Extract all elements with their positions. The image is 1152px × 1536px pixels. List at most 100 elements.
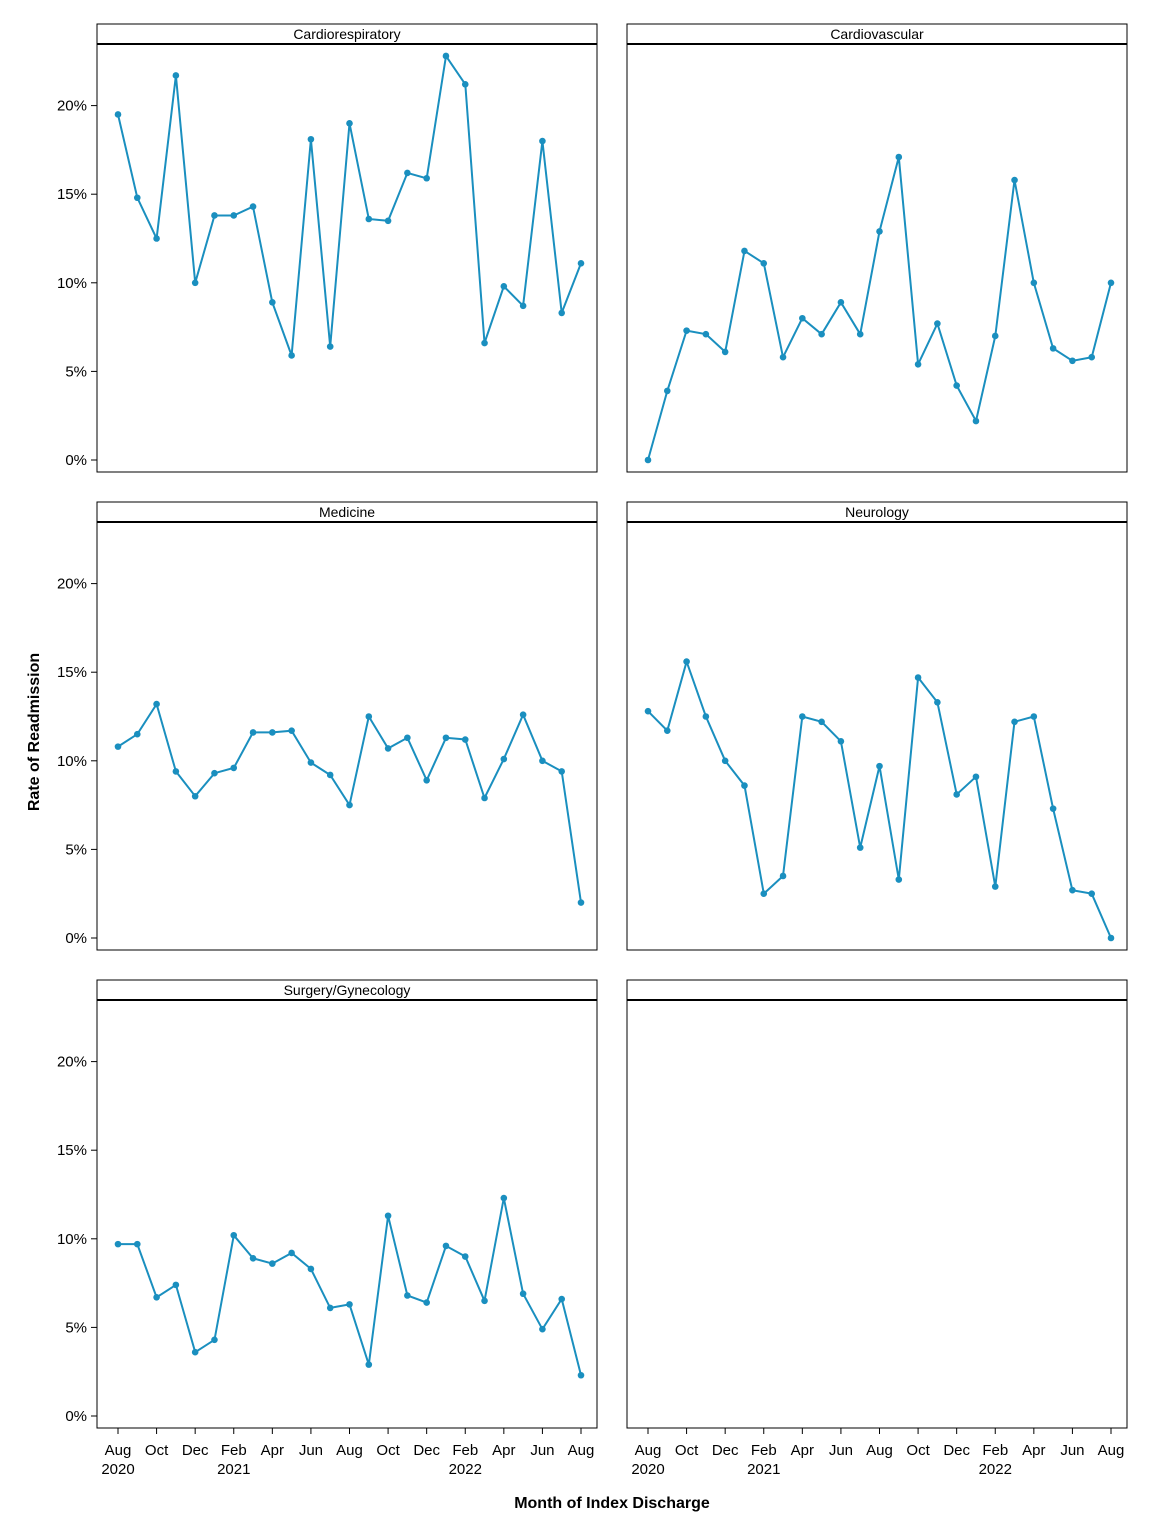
x-tick-label: Oct [906, 1442, 930, 1459]
x-tick-label: Feb [452, 1442, 478, 1459]
data-point [384, 745, 392, 752]
data-point [818, 330, 825, 338]
series-line [118, 1197, 582, 1376]
panel-frame [626, 43, 1128, 473]
data-point [442, 734, 450, 742]
panel-frame [626, 999, 1128, 1429]
data-point [683, 658, 690, 665]
data-point [133, 1240, 141, 1248]
data-point [365, 713, 373, 720]
data-point [760, 260, 768, 267]
data-point [519, 302, 527, 310]
data-point [172, 72, 180, 79]
data-point [799, 314, 806, 322]
data-point [211, 212, 218, 219]
panel-frame [626, 521, 1128, 951]
data-point [461, 736, 469, 743]
panel-title: Neurology [845, 504, 909, 520]
series-line [647, 658, 1112, 939]
data-point [914, 674, 922, 681]
data-point [153, 235, 160, 242]
x-tick-label: Feb [982, 1442, 1008, 1459]
x-tick-label: Apr [492, 1442, 515, 1459]
data-point [1011, 176, 1018, 184]
data-point [914, 361, 922, 368]
x-tick-label: Aug [635, 1442, 662, 1459]
data-point [384, 1212, 392, 1220]
data-point [442, 1242, 450, 1250]
data-point [404, 734, 411, 742]
data-point [818, 718, 825, 726]
y-tick-label: 10% [57, 753, 87, 770]
data-point [423, 1299, 430, 1306]
data-point [558, 1295, 566, 1303]
data-point [500, 283, 508, 290]
panel-title: Cardiovascular [830, 26, 924, 42]
data-point [114, 743, 122, 750]
data-point [876, 762, 883, 770]
panel-5: Aug 2020 Oct Dec Feb 2021 Apr Jun Aug Oct Dec Feb 20… [626, 979, 1128, 1478]
data-point [577, 899, 585, 906]
x-tick-label: Dec [943, 1442, 970, 1459]
x-tick-label: Jun [299, 1442, 323, 1459]
x-tick-label: Apr [261, 1442, 284, 1459]
x-tick-label: Dec [712, 1442, 739, 1459]
data-point [172, 1281, 180, 1289]
x-tick-label: Aug [568, 1442, 595, 1459]
data-point [539, 137, 546, 145]
x-tick-year-label: 2020 [631, 1461, 664, 1478]
data-point [500, 755, 508, 763]
x-tick-label: Dec [182, 1442, 209, 1459]
y-tick-label: 15% [57, 186, 87, 203]
data-point [779, 872, 787, 880]
data-point [191, 792, 199, 800]
series-line [647, 156, 1112, 461]
data-point [1107, 279, 1115, 287]
data-point [1030, 713, 1038, 720]
data-point [856, 330, 864, 338]
data-point [288, 1249, 295, 1257]
data-point [934, 320, 941, 327]
data-point [153, 700, 160, 708]
panel-frame [96, 521, 598, 951]
y-tick-label: 10% [57, 275, 87, 292]
data-point [153, 1293, 160, 1301]
y-tick-label: 0% [65, 930, 87, 947]
x-tick-label: Oct [675, 1442, 699, 1459]
data-point [307, 759, 315, 766]
data-point [721, 757, 729, 765]
data-point [481, 339, 488, 347]
data-point [404, 169, 411, 177]
data-point [442, 52, 450, 60]
data-point [211, 769, 218, 777]
data-point [953, 382, 960, 389]
data-point [269, 1260, 276, 1267]
x-tick-label: Feb [751, 1442, 777, 1459]
data-point [191, 279, 199, 287]
data-point [384, 217, 392, 225]
x-tick-label: Aug [336, 1442, 363, 1459]
x-tick-label: Aug [105, 1442, 132, 1459]
data-point [934, 699, 941, 706]
panel-frame [96, 43, 598, 473]
data-point [423, 776, 430, 784]
data-point [269, 298, 276, 306]
data-point [972, 773, 980, 781]
data-point [500, 1194, 508, 1202]
x-tick-label: Aug [866, 1442, 893, 1459]
data-point [663, 387, 671, 395]
data-point [1030, 279, 1038, 287]
panel-frame [96, 999, 598, 1429]
data-point [481, 794, 488, 802]
data-point [644, 456, 652, 464]
data-point [461, 1253, 469, 1260]
panel-title: Surgery/Gynecology [284, 982, 411, 998]
panel-4: Surgery/Gynecology 0% 5% 10% 15% 20% Aug 2020 Oc… [57, 979, 598, 1478]
x-tick-label: Feb [221, 1442, 247, 1459]
data-point [1069, 886, 1076, 894]
data-point [133, 730, 141, 738]
data-point [760, 890, 768, 897]
data-point [558, 768, 566, 775]
data-point [1011, 718, 1018, 726]
